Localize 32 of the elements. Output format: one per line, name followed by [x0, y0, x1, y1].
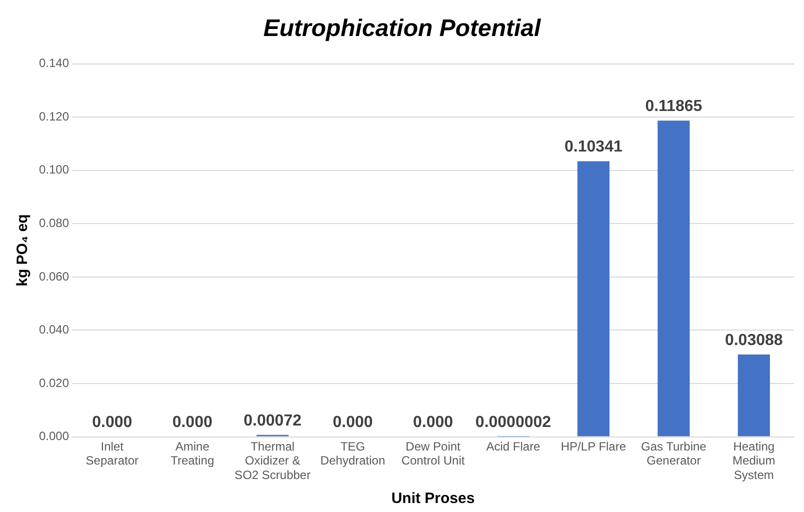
data-label: 0.000 — [172, 414, 212, 432]
y-axis-title: kg PO₄ eq — [14, 214, 32, 286]
y-tick-label: 0.120 — [39, 109, 70, 124]
y-tick-label: 0.060 — [39, 269, 70, 284]
x-tick-label: HP/LP Flare — [560, 439, 626, 454]
data-label: 0.10341 — [564, 138, 622, 156]
x-tick-label: Amine Treating — [170, 439, 214, 468]
x-tick-label: Dew Point Control Unit — [401, 439, 466, 468]
data-label: 0.00072 — [244, 412, 302, 430]
data-label: 0.000 — [412, 414, 454, 432]
x-tick-label: Gas Turbine Generator — [640, 439, 707, 468]
x-tick-label: TEG Dehydration — [320, 439, 386, 468]
data-label: 0.03088 — [724, 332, 783, 349]
chart-title: Eutrophication Potential — [263, 15, 542, 42]
data-label: 0.000 — [332, 414, 373, 432]
x-tick-label: Inlet Separator — [86, 439, 138, 468]
y-tick-label: 0.140 — [39, 56, 70, 70]
y-tick-label: 0.000 — [39, 429, 70, 444]
bar — [577, 161, 610, 436]
bar — [738, 354, 770, 436]
x-tick-label: Heating Medium System — [732, 439, 776, 482]
y-tick-label: 0.020 — [39, 376, 70, 390]
data-label: 0.11865 — [645, 98, 702, 116]
data-label: 0.0000002 — [475, 414, 552, 432]
data-label: 0.000 — [92, 414, 132, 432]
x-tick-label: Thermal Oxidizer & SO2 Scrubber — [234, 439, 311, 482]
y-tick-label: 0.040 — [39, 322, 70, 337]
y-tick-label: 0.080 — [39, 216, 70, 230]
bar — [658, 120, 690, 436]
y-tick-label: 0.100 — [39, 162, 70, 177]
x-axis-title: Unit Proses — [391, 490, 475, 508]
x-tick-label: Acid Flare — [486, 439, 541, 454]
